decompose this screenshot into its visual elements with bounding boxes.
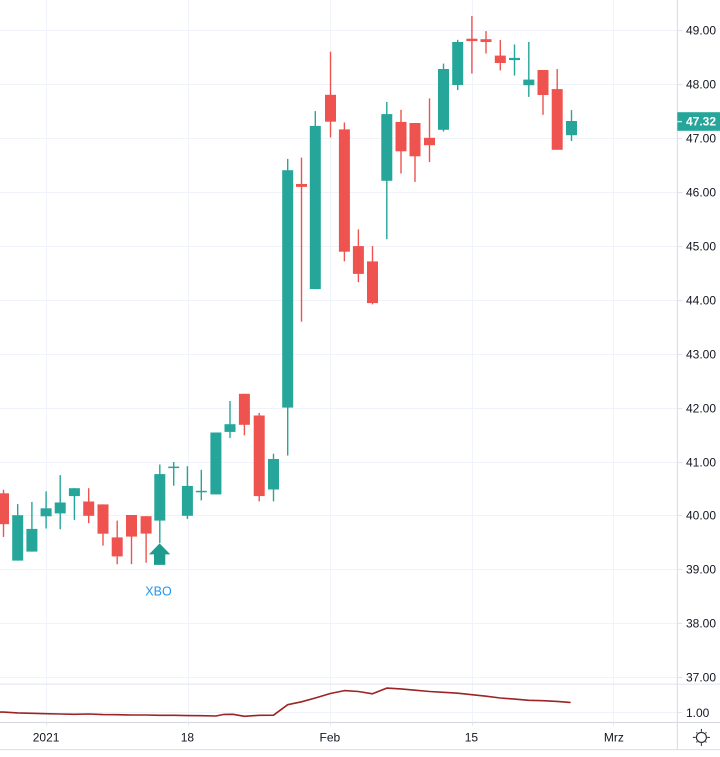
svg-text:Mrz: Mrz <box>604 731 624 745</box>
svg-text:38.00: 38.00 <box>686 617 716 631</box>
svg-text:45.00: 45.00 <box>686 240 716 254</box>
svg-text:1.00: 1.00 <box>686 706 710 720</box>
svg-text:42.00: 42.00 <box>686 402 716 416</box>
svg-text:39.00: 39.00 <box>686 563 716 577</box>
svg-text:18: 18 <box>181 731 195 745</box>
svg-text:48.00: 48.00 <box>686 78 716 92</box>
svg-text:41.00: 41.00 <box>686 456 716 470</box>
svg-text:44.00: 44.00 <box>686 294 716 308</box>
svg-text:43.00: 43.00 <box>686 348 716 362</box>
svg-text:37.00: 37.00 <box>686 671 716 685</box>
svg-text:49.00: 49.00 <box>686 24 716 38</box>
svg-text:47.32: 47.32 <box>686 115 716 129</box>
svg-text:46.00: 46.00 <box>686 186 716 200</box>
svg-text:XBO: XBO <box>145 584 172 598</box>
svg-text:40.00: 40.00 <box>686 509 716 523</box>
svg-text:2021: 2021 <box>33 731 60 745</box>
svg-text:47.00: 47.00 <box>686 132 716 146</box>
svg-text:15: 15 <box>465 731 479 745</box>
svg-text:Feb: Feb <box>320 731 341 745</box>
